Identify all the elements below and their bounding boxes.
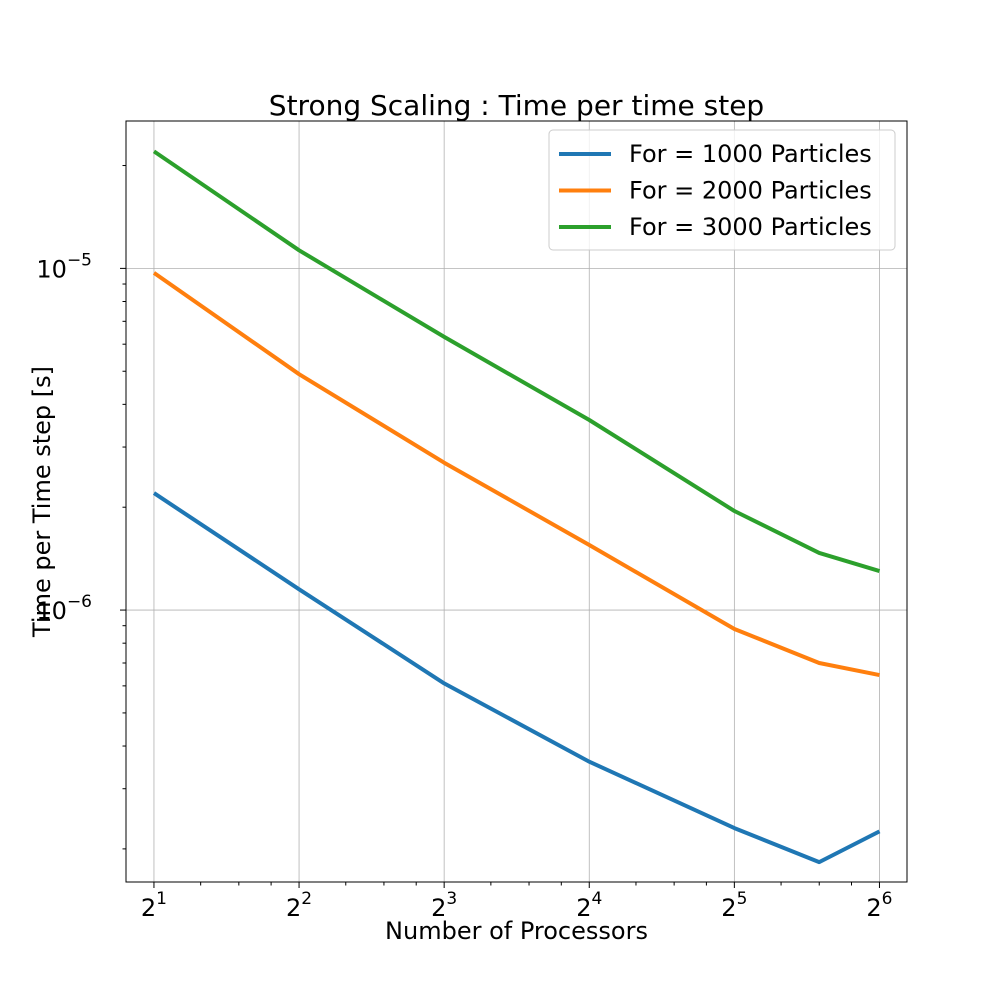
y-axis-label: Time per Time step [s] [28, 366, 56, 638]
series-line-3 [152, 149, 881, 574]
y-tick-base: 10 [36, 255, 67, 283]
x-tick-base: 2 [286, 894, 301, 922]
y-tick-exponent: −6 [67, 592, 92, 612]
x-tick-label: 24 [576, 889, 602, 922]
x-tick-label: 21 [141, 889, 167, 922]
y-tick-base: 10 [36, 597, 67, 625]
x-tick-base: 2 [431, 894, 446, 922]
x-tick-exponent: 6 [882, 889, 893, 909]
x-tick-label: 22 [286, 889, 312, 922]
plot-frame [125, 120, 908, 883]
series-line-1 [152, 491, 881, 865]
y-tick-label: 10−6 [36, 592, 92, 625]
chart-title: Strong Scaling : Time per time step [269, 89, 764, 122]
legend-entry: For = 1000 Particles [629, 140, 872, 168]
y-tick-label: 10−5 [36, 250, 92, 283]
legend-entry: For = 2000 Particles [629, 177, 872, 205]
x-tick-label: 23 [431, 889, 457, 922]
x-tick-exponent: 2 [301, 889, 312, 909]
x-tick-exponent: 4 [591, 889, 602, 909]
x-tick-base: 2 [141, 894, 156, 922]
series-layer [152, 149, 881, 865]
x-axis-label: Number of Processors [385, 917, 648, 945]
x-tick-exponent: 5 [737, 889, 748, 909]
x-tick-exponent: 1 [156, 889, 167, 909]
x-tick-base: 2 [866, 894, 881, 922]
x-tick-base: 2 [576, 894, 591, 922]
legend-box [548, 129, 896, 251]
series-line-2 [152, 271, 880, 678]
x-tick-label: 25 [721, 889, 747, 922]
legend: For = 1000 Particles For = 2000 Particles… [548, 129, 896, 251]
x-tick-label: 26 [866, 889, 892, 922]
y-tick-exponent: −5 [67, 250, 92, 270]
legend-entry: For = 3000 Particles [629, 213, 872, 241]
x-tick-exponent: 3 [446, 889, 457, 909]
x-tick-base: 2 [721, 894, 736, 922]
